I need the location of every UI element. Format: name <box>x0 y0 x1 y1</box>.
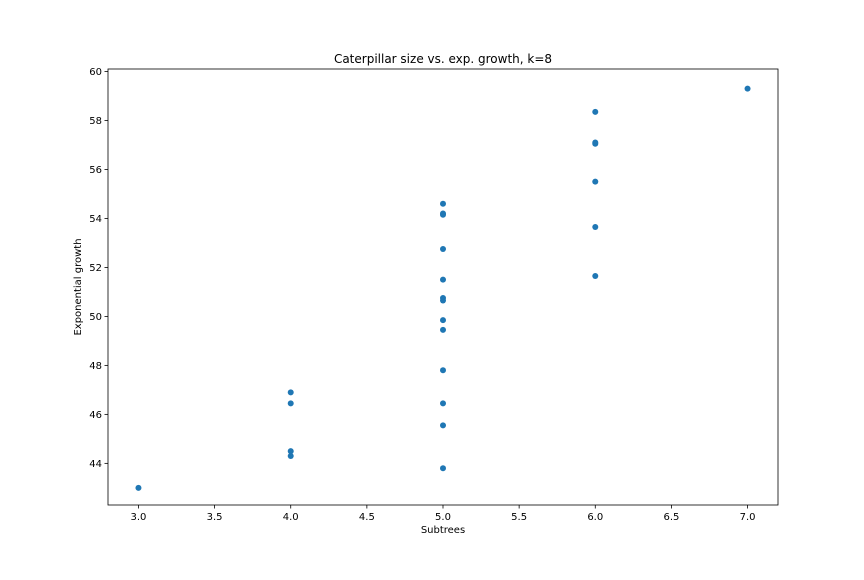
data-point <box>440 400 446 407</box>
data-point <box>440 465 446 472</box>
data-point <box>440 276 446 283</box>
data-point <box>440 295 446 302</box>
x-tick-label: 5.5 <box>511 512 527 523</box>
y-tick-label: 52 <box>89 263 102 274</box>
data-point <box>440 317 446 324</box>
data-point <box>440 422 446 429</box>
data-point <box>287 389 294 396</box>
plot-frame <box>107 68 779 506</box>
data-point <box>440 326 446 333</box>
x-tick-label: 7.0 <box>740 512 756 523</box>
x-tick-label: 3.5 <box>207 512 223 523</box>
data-point <box>287 400 294 407</box>
y-tick-label: 50 <box>89 312 102 323</box>
y-tick-label: 44 <box>89 459 102 470</box>
x-tick-label: 6.0 <box>587 512 603 523</box>
data-point <box>440 246 446 253</box>
x-tick-label: 4.5 <box>359 512 375 523</box>
data-point <box>592 108 599 115</box>
x-tick-label: 3.0 <box>131 512 147 523</box>
y-tick-label: 60 <box>89 67 102 78</box>
x-tick-label: 6.5 <box>663 512 679 523</box>
y-tick-label: 54 <box>89 214 102 225</box>
y-axis-label: Exponential growth <box>73 238 84 335</box>
data-point <box>135 484 142 491</box>
x-tick-label: 4.0 <box>283 512 299 523</box>
plot-area <box>135 85 751 491</box>
data-point <box>440 200 446 207</box>
x-axis: 3.0 3.5 4.0 4.5 5.0 5.5 6.0 6.5 7.0 <box>131 505 756 523</box>
data-point <box>440 367 446 374</box>
x-tick-label: 5.0 <box>435 512 451 523</box>
data-point <box>744 85 751 92</box>
y-axis: 44 46 48 50 52 54 56 58 60 <box>89 67 108 470</box>
y-tick-label: 46 <box>89 410 102 421</box>
data-point <box>592 139 599 146</box>
x-axis-label: Subtrees <box>421 525 465 536</box>
y-tick-label: 58 <box>89 116 102 127</box>
data-point <box>592 272 599 279</box>
y-tick-label: 48 <box>89 361 102 372</box>
chart-title: Caterpillar size vs. exp. growth, k=8 <box>334 52 552 66</box>
data-point <box>592 223 599 230</box>
data-point <box>440 210 446 217</box>
y-tick-label: 56 <box>89 165 102 176</box>
data-point <box>287 448 294 455</box>
data-point <box>287 453 294 460</box>
data-point <box>592 178 599 185</box>
